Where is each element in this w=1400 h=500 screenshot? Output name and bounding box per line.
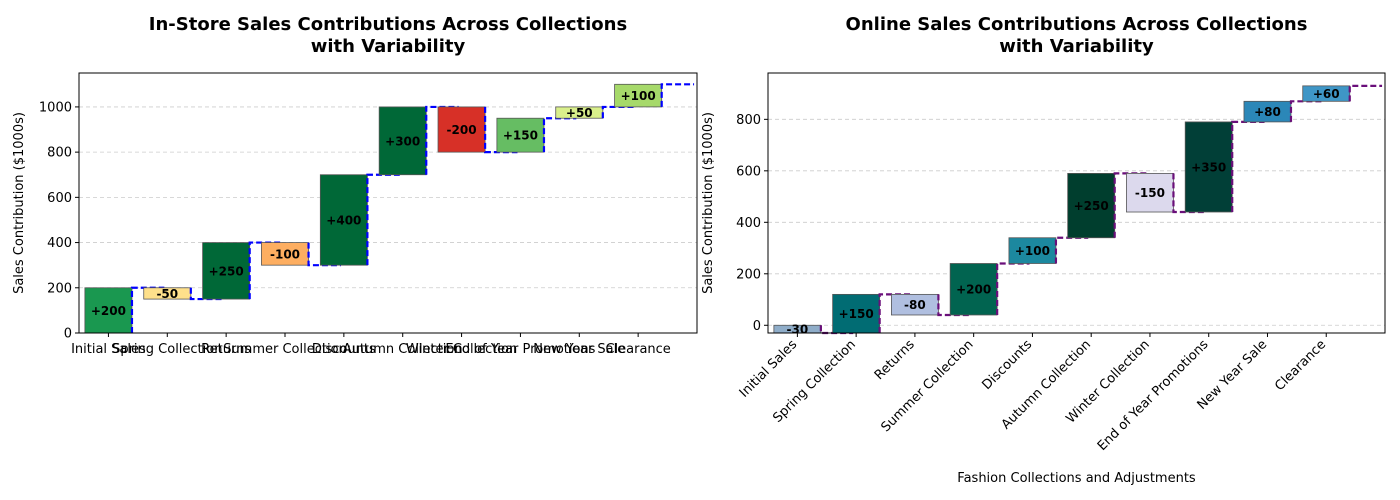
bar (202, 242, 251, 300)
connector-line (366, 173, 400, 266)
bar (1184, 121, 1233, 213)
bar-value-label: +350 (1191, 160, 1226, 174)
connector-line (307, 242, 341, 267)
bar-value-label: +250 (209, 264, 244, 278)
bar-value-label: +100 (1015, 244, 1050, 258)
connector-line (878, 293, 912, 333)
bar-value-label: +60 (1313, 87, 1340, 101)
y-axis-label: Sales Contribution ($1000s) (12, 112, 27, 294)
connector-line (1289, 100, 1324, 122)
y-tick-label: 800 (47, 146, 72, 161)
bar-value-label: -200 (447, 123, 477, 137)
chart-title: In-Store Sales Contributions Across Coll… (149, 14, 627, 57)
bar (1126, 172, 1174, 213)
x-axis-label: Fashion Collections and Adjustments (957, 471, 1196, 486)
y-tick-label: 200 (47, 281, 72, 296)
connector-line (542, 117, 577, 153)
x-tick-label: Discounts (312, 342, 376, 357)
y-tick-label: 600 (47, 191, 72, 206)
connector-line (1231, 120, 1265, 213)
x-tick-label: Clearance (1272, 337, 1329, 394)
bar-value-label: +100 (621, 89, 656, 103)
y-tick-label: 800 (736, 113, 761, 128)
x-tick-label: Initial Sales (71, 342, 146, 357)
y-tick-label: 400 (47, 236, 72, 251)
x-tick-label: Returns (872, 337, 918, 383)
connector-line (1172, 173, 1206, 214)
axes-frame (767, 72, 1386, 334)
bar (319, 174, 368, 266)
x-tick-label: End of Year Promotions (445, 342, 595, 357)
bar (832, 293, 881, 334)
bar-value-label: -50 (156, 287, 178, 301)
bar (1008, 237, 1057, 264)
bar-value-label: +400 (326, 213, 361, 227)
connector-line (1348, 84, 1383, 102)
x-tick-label: Initial Sales (737, 337, 801, 401)
y-tick-label: 600 (736, 164, 761, 179)
y-tick-label: 0 (64, 327, 72, 342)
bar-value-label: +300 (385, 134, 420, 148)
connector-line (425, 105, 459, 175)
y-tick-label: 200 (736, 267, 761, 282)
bar-value-label: -100 (270, 247, 300, 261)
bar (378, 106, 427, 176)
x-tick-label: Clearance (605, 342, 670, 357)
chart-panel-1: In-Store Sales Contributions Across Coll… (12, 14, 698, 357)
x-tick-label: New Year Sale (533, 342, 625, 357)
x-tick-label: Discounts (979, 337, 1035, 393)
bar (1302, 85, 1351, 102)
connector-line (660, 83, 695, 107)
bar (949, 263, 998, 316)
x-tick-label: Returns (201, 342, 251, 357)
y-axis-label: Sales Contribution ($1000s) (701, 112, 716, 294)
bar-value-label: +250 (1074, 199, 1109, 213)
bar-value-label: +50 (566, 106, 593, 120)
bar (1067, 172, 1116, 239)
x-tick-label: Summer Collection (223, 342, 347, 357)
connector-line (601, 105, 636, 119)
bar-value-label: +200 (91, 304, 126, 318)
x-tick-label: Spring Collection (112, 342, 222, 357)
bar-value-label: +200 (956, 283, 991, 297)
bar-value-label: -150 (1135, 186, 1165, 200)
y-tick-label: 1000 (39, 100, 72, 115)
bar-value-label: +150 (839, 307, 874, 321)
bar-value-label: +150 (503, 129, 538, 143)
y-tick-label: 400 (736, 216, 761, 231)
x-tick-label: Winter Collection (406, 342, 517, 357)
bar-value-label: -80 (904, 298, 926, 312)
x-tick-label: End of Year Promotions (1095, 337, 1212, 454)
bar (496, 117, 545, 153)
connector-line (996, 262, 1030, 315)
bar-value-label: +80 (1254, 105, 1281, 119)
connector-line (248, 241, 283, 300)
axes-frame (78, 72, 698, 334)
x-tick-label: Autumn Collection (343, 342, 463, 357)
chart-panel-2: Online Sales Contributions Across Collec… (701, 14, 1386, 486)
y-tick-label: 0 (753, 319, 761, 334)
connector-line (1054, 236, 1089, 264)
connector-line (937, 294, 971, 317)
chart-title: Online Sales Contributions Across Collec… (846, 14, 1308, 57)
